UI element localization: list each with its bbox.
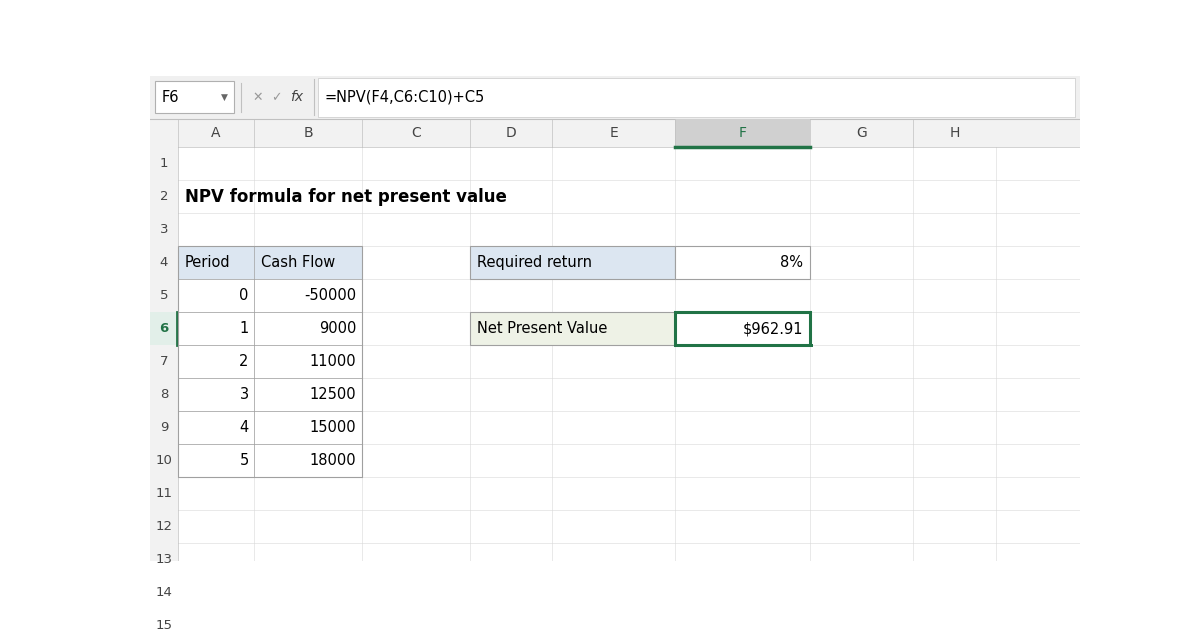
- Text: 0: 0: [239, 289, 248, 303]
- Bar: [178, 246, 254, 279]
- Bar: [150, 214, 178, 246]
- Bar: [150, 345, 178, 378]
- Text: ▼: ▼: [221, 93, 228, 102]
- Text: 10: 10: [156, 454, 173, 467]
- Text: Cash Flow: Cash Flow: [260, 255, 335, 270]
- Text: 6: 6: [160, 323, 168, 335]
- Text: Period: Period: [185, 255, 230, 270]
- Text: H: H: [949, 127, 960, 140]
- Bar: [150, 119, 1080, 147]
- Text: 1: 1: [239, 321, 248, 336]
- Text: 11000: 11000: [310, 354, 356, 369]
- Bar: [150, 180, 178, 214]
- Text: 12500: 12500: [310, 387, 356, 403]
- Text: C: C: [412, 127, 421, 140]
- Text: 7: 7: [160, 355, 168, 369]
- Text: G: G: [856, 127, 866, 140]
- Bar: [470, 246, 676, 279]
- Text: 9: 9: [160, 421, 168, 434]
- Bar: [150, 76, 1080, 119]
- Bar: [676, 312, 810, 345]
- Bar: [150, 147, 178, 180]
- Text: ✕: ✕: [253, 91, 263, 104]
- Text: 13: 13: [156, 553, 173, 566]
- Bar: [150, 444, 178, 478]
- Text: 4: 4: [239, 420, 248, 435]
- Bar: [150, 378, 178, 411]
- Text: 14: 14: [156, 587, 173, 599]
- Text: F: F: [739, 127, 746, 140]
- Text: -50000: -50000: [305, 289, 356, 303]
- Bar: [150, 478, 178, 510]
- Text: fx: fx: [290, 91, 304, 105]
- Text: 11: 11: [156, 487, 173, 500]
- Bar: [254, 246, 362, 279]
- Bar: [150, 279, 178, 312]
- Text: D: D: [505, 127, 516, 140]
- Text: B: B: [304, 127, 313, 140]
- Text: 2: 2: [239, 354, 248, 369]
- Bar: [150, 576, 178, 609]
- Bar: [808, 344, 814, 346]
- Text: 15: 15: [156, 619, 173, 630]
- Text: NPV formula for net present value: NPV formula for net present value: [185, 188, 508, 206]
- Text: 8: 8: [160, 388, 168, 401]
- Text: F6: F6: [162, 90, 180, 105]
- Bar: [470, 312, 676, 345]
- Text: E: E: [610, 127, 618, 140]
- Bar: [676, 246, 810, 279]
- Text: 8%: 8%: [780, 255, 803, 270]
- Text: 18000: 18000: [310, 453, 356, 468]
- Text: 4: 4: [160, 256, 168, 270]
- Text: ✓: ✓: [271, 91, 282, 104]
- Bar: [318, 78, 1075, 117]
- Bar: [150, 246, 178, 279]
- Text: =NPV(F4,C6:C10)+C5: =NPV(F4,C6:C10)+C5: [325, 90, 485, 105]
- Bar: [150, 411, 178, 444]
- Bar: [150, 543, 178, 576]
- Text: 12: 12: [156, 520, 173, 533]
- Text: 3: 3: [240, 387, 248, 403]
- Text: 1: 1: [160, 158, 168, 170]
- Text: 9000: 9000: [319, 321, 356, 336]
- Bar: [676, 119, 810, 147]
- Text: 2: 2: [160, 190, 168, 203]
- Bar: [150, 312, 178, 345]
- Text: $962.91: $962.91: [743, 321, 803, 336]
- Text: Net Present Value: Net Present Value: [478, 321, 607, 336]
- Bar: [155, 81, 234, 113]
- Text: A: A: [211, 127, 221, 140]
- Bar: [150, 609, 178, 630]
- Text: 3: 3: [160, 224, 168, 236]
- Text: Required return: Required return: [478, 255, 593, 270]
- Bar: [150, 510, 178, 543]
- Text: 5: 5: [239, 453, 248, 468]
- Bar: [178, 246, 362, 478]
- Text: 15000: 15000: [310, 420, 356, 435]
- Text: 5: 5: [160, 289, 168, 302]
